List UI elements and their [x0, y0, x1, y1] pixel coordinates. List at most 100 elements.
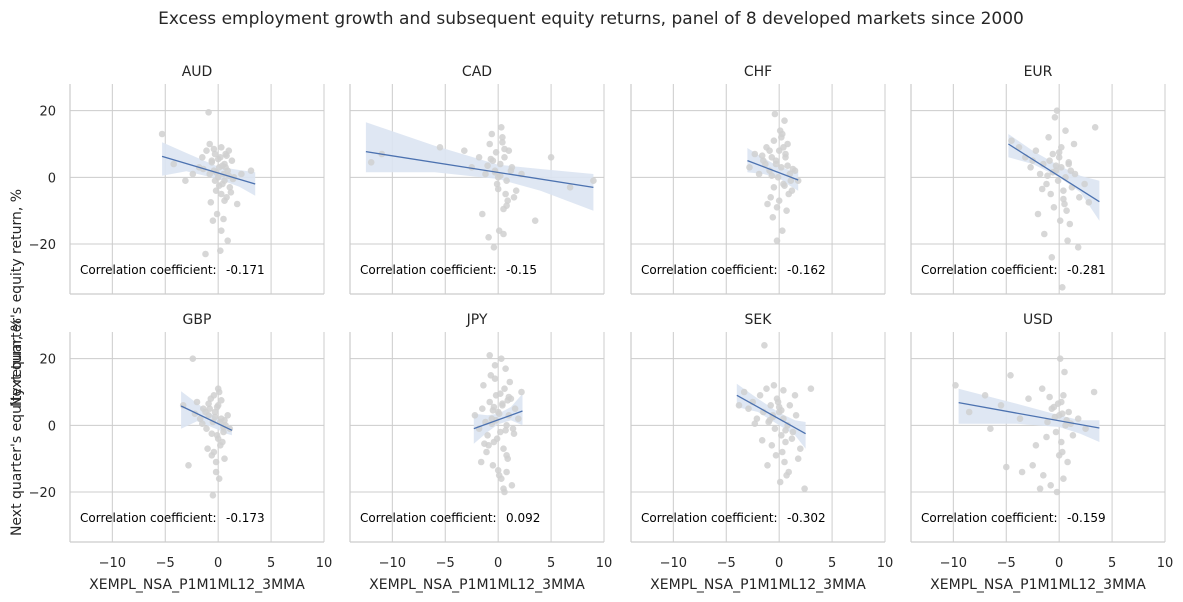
- data-point: [499, 400, 506, 408]
- data-point: [1076, 194, 1083, 201]
- correlation-value: -0.302: [787, 511, 826, 525]
- x-tick-label: −10: [660, 556, 687, 571]
- x-tick-label: 10: [1157, 556, 1174, 571]
- data-point: [1056, 217, 1064, 224]
- data-point: [215, 182, 223, 189]
- data-point: [767, 402, 774, 409]
- data-point: [1036, 170, 1044, 178]
- y-axis-label-top: Next quarter's equity return, %: [9, 189, 25, 407]
- data-point: [763, 385, 770, 393]
- correlation-label: Correlation coefficient:: [921, 263, 1058, 277]
- data-point: [1062, 422, 1069, 429]
- data-point: [784, 422, 791, 429]
- panel-title: CAD: [462, 64, 492, 80]
- data-point: [225, 147, 233, 154]
- data-point: [779, 448, 786, 456]
- data-point: [1074, 244, 1082, 251]
- data-point: [1064, 458, 1071, 466]
- data-point: [212, 458, 220, 466]
- data-point: [484, 162, 491, 169]
- data-point: [758, 437, 766, 444]
- y-axis-label-bottom: Next quarter's equity return, %: [9, 318, 25, 536]
- data-point: [1053, 488, 1061, 496]
- data-point: [801, 485, 808, 493]
- data-point: [503, 452, 510, 459]
- data-point: [781, 182, 788, 189]
- data-point: [511, 405, 519, 413]
- data-point: [219, 438, 226, 446]
- data-point: [503, 468, 510, 476]
- confidence-band: [365, 122, 594, 211]
- data-point: [210, 392, 218, 399]
- data-point: [500, 205, 507, 213]
- data-point: [764, 200, 771, 208]
- data-point: [512, 187, 520, 194]
- x-tick-label: 5: [547, 556, 555, 571]
- data-point: [213, 210, 221, 218]
- regression-line: [958, 402, 1100, 429]
- data-point: [1036, 485, 1044, 493]
- data-point: [1056, 355, 1064, 363]
- data-point: [1058, 438, 1065, 446]
- regression-line: [365, 151, 594, 188]
- data-point: [480, 382, 487, 389]
- data-point: [1046, 157, 1053, 164]
- data-point: [211, 150, 219, 158]
- data-point: [1043, 180, 1050, 188]
- data-point: [786, 402, 794, 409]
- data-point: [510, 194, 518, 201]
- data-point: [761, 342, 768, 349]
- data-point: [486, 140, 494, 148]
- data-point: [497, 160, 504, 168]
- x-tick-label: −10: [379, 556, 406, 571]
- data-point: [238, 170, 245, 178]
- data-point: [1040, 472, 1047, 479]
- data-point: [487, 155, 495, 163]
- data-point: [1059, 410, 1066, 418]
- data-point: [1060, 392, 1067, 399]
- data-point: [501, 154, 508, 161]
- confidence-band: [747, 148, 799, 191]
- data-point: [209, 492, 217, 499]
- data-point: [518, 388, 525, 396]
- data-point: [471, 412, 479, 419]
- panel-chf: CHF Correlation coefficient: -0.162: [630, 64, 886, 295]
- data-point: [1045, 134, 1052, 141]
- data-point: [182, 177, 189, 184]
- data-point: [500, 230, 507, 238]
- data-point: [479, 405, 486, 413]
- data-point: [1044, 172, 1051, 179]
- data-point: [952, 382, 959, 389]
- correlation-value: -0.162: [787, 263, 826, 277]
- data-point: [1044, 418, 1051, 426]
- data-point: [1048, 253, 1056, 261]
- x-axis-label: XEMPL_NSA_P1M1ML12_3MMA: [89, 577, 305, 593]
- data-point: [755, 170, 763, 178]
- y-tick-label: 0: [48, 171, 56, 186]
- data-point: [203, 425, 210, 433]
- data-point: [772, 452, 780, 459]
- data-point: [220, 215, 227, 223]
- data-point: [1055, 149, 1063, 156]
- data-point: [210, 145, 218, 153]
- x-tick-label: −10: [99, 556, 126, 571]
- data-point: [494, 185, 502, 193]
- data-point: [1055, 154, 1063, 161]
- data-point: [797, 445, 804, 453]
- data-point: [1053, 107, 1061, 114]
- data-point: [217, 247, 224, 254]
- data-point: [483, 448, 490, 456]
- data-point: [1090, 388, 1098, 396]
- data-point: [477, 458, 485, 466]
- data-point: [768, 172, 776, 179]
- data-point: [202, 408, 209, 416]
- data-point: [1060, 187, 1067, 194]
- data-point: [212, 468, 220, 476]
- regression-line: [473, 410, 523, 430]
- data-point: [485, 234, 492, 241]
- x-tick-label: 10: [596, 556, 613, 571]
- data-point: [1025, 395, 1032, 403]
- data-point: [493, 180, 501, 188]
- data-point: [784, 162, 791, 169]
- data-point: [768, 442, 776, 449]
